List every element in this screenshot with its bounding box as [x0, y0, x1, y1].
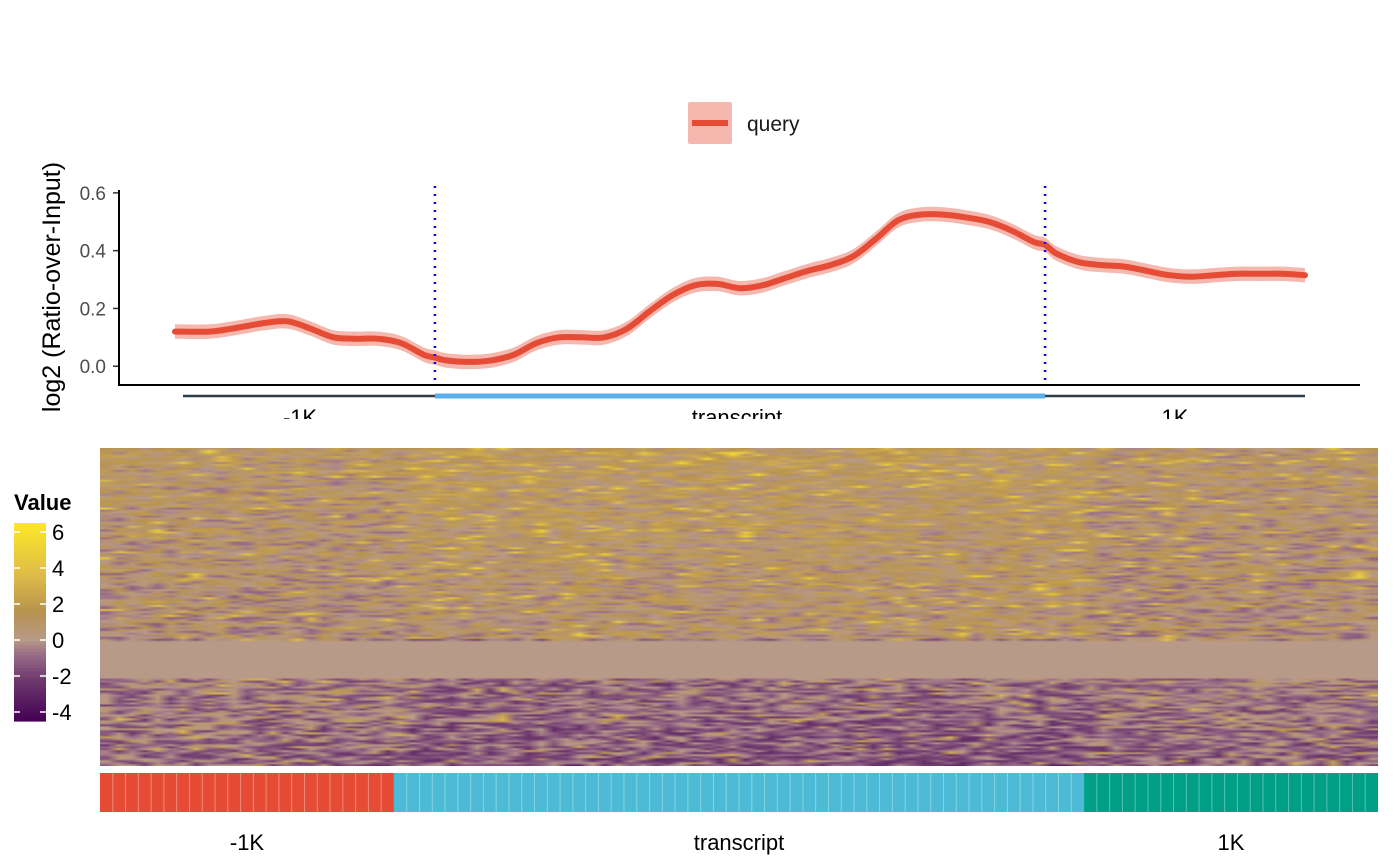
gene-model-label: 1K — [1162, 405, 1189, 430]
color-legend-swatch — [14, 628, 46, 633]
heatmap — [100, 448, 1378, 766]
gene-model-label: transcript — [692, 405, 782, 430]
annotation-label: transcript — [694, 830, 784, 855]
color-legend-swatch — [14, 536, 46, 541]
annotation-labels: -1K transcript 1K — [230, 830, 1245, 855]
color-legend-title: Value — [14, 490, 71, 515]
color-legend-swatch — [14, 678, 46, 682]
color-legend-swatch — [14, 631, 46, 636]
color-legend-swatch — [14, 529, 46, 534]
color-legend-tick-label: -4 — [52, 700, 72, 725]
color-legend-tick-label: -2 — [52, 664, 72, 689]
color-legend-swatch — [14, 664, 46, 669]
y-axis-title: log2 (Ratio-over-Input) — [38, 162, 66, 412]
gene-model-label: -1K — [283, 405, 318, 430]
color-legend-swatch — [14, 585, 46, 590]
color-legend-swatch — [14, 595, 46, 600]
color-legend-swatch — [14, 681, 46, 686]
color-legend-swatch — [14, 605, 46, 610]
annotation-segment — [100, 773, 394, 812]
color-legend-swatch — [14, 714, 46, 719]
legend-label: query — [747, 113, 800, 136]
color-legend-swatch — [14, 655, 46, 659]
color-legend-swatch — [14, 612, 46, 616]
color-legend-swatch — [14, 526, 46, 531]
color-legend-swatch — [14, 569, 46, 574]
color-legend-swatch — [14, 691, 46, 696]
y-tick-label: 0.6 — [80, 184, 106, 205]
color-legend-swatch — [14, 592, 46, 597]
color-legend-swatch — [14, 701, 46, 706]
color-legend-swatch — [14, 625, 46, 630]
color-legend-swatch — [14, 598, 46, 603]
color-legend-swatch — [14, 668, 46, 673]
color-legend-tick-label: 4 — [52, 556, 64, 581]
color-legend-swatch — [14, 556, 46, 560]
color-legend-swatch — [14, 532, 46, 537]
annotation-segment — [1084, 773, 1378, 812]
color-legend-swatch — [14, 674, 46, 679]
color-legend-swatch — [14, 707, 46, 712]
profile-legend: query — [688, 102, 800, 144]
annotation-label: -1K — [230, 830, 265, 855]
color-legend-swatch — [14, 638, 46, 643]
color-legend-swatch — [14, 589, 46, 593]
color-legend-swatch — [14, 618, 46, 623]
color-legend-swatch — [14, 688, 46, 692]
series-line-query — [172, 211, 1308, 365]
color-legend-swatch — [14, 717, 46, 722]
color-legend-swatch — [14, 704, 46, 709]
color-legend-swatch — [14, 694, 46, 699]
y-tick-label: 0.0 — [80, 357, 106, 378]
color-legend-tick-label: 0 — [52, 628, 64, 653]
color-legend-swatch — [14, 582, 46, 587]
color-legend-swatch — [14, 615, 46, 620]
color-legend-swatch — [14, 661, 46, 666]
annotation-segment — [393, 773, 1085, 812]
color-legend-swatch — [14, 651, 46, 656]
color-legend-swatch — [14, 658, 46, 663]
color-legend-swatch — [14, 552, 46, 557]
color-legend-swatch — [14, 562, 46, 567]
color-legend-swatch — [14, 565, 46, 570]
color-legend-swatch — [14, 546, 46, 550]
color-legend-swatch — [14, 608, 46, 613]
annotation-label: 1K — [1218, 830, 1245, 855]
color-legend-swatch — [14, 549, 46, 554]
color-legend-swatch — [14, 572, 46, 577]
y-axis: 0.0 0.2 0.4 0.6 — [80, 184, 119, 378]
color-legend-swatch — [14, 542, 46, 547]
color-legend-tick-label: 2 — [52, 592, 64, 617]
color-legend-swatch — [14, 641, 46, 646]
color-legend-swatch — [14, 559, 46, 564]
color-legend-tick-label: 6 — [52, 520, 64, 545]
color-legend-swatch — [14, 575, 46, 580]
color-legend-swatch — [14, 684, 46, 689]
color-legend-swatch — [14, 635, 46, 640]
color-legend-swatch — [14, 539, 46, 544]
color-legend-swatch — [14, 523, 46, 527]
heatmap-cells — [100, 448, 1378, 766]
color-legend-swatch — [14, 711, 46, 715]
color-legend-swatch — [14, 645, 46, 649]
color-legend-swatch — [14, 671, 46, 676]
color-legend-swatch — [14, 602, 46, 607]
color-legend: Value 6 4 2 0 -2 -4 — [14, 490, 72, 725]
profile-plot-area — [172, 186, 1308, 386]
color-legend-swatch — [14, 579, 46, 583]
color-legend-swatch — [14, 697, 46, 702]
y-tick-label: 0.2 — [80, 299, 106, 320]
color-legend-swatch — [14, 622, 46, 626]
y-tick-label: 0.4 — [80, 242, 107, 263]
gene-model-track: -1K transcript 1K — [183, 393, 1305, 430]
color-legend-swatch — [14, 648, 46, 653]
annotation-track — [100, 773, 1378, 812]
